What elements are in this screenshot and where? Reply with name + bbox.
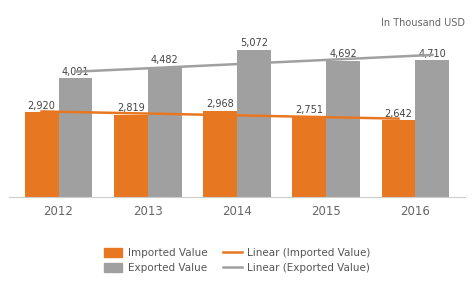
Text: 4,482: 4,482 (151, 55, 179, 65)
Text: 2,819: 2,819 (117, 103, 145, 114)
Text: 5,072: 5,072 (240, 38, 268, 48)
Bar (59, 78, 92, 197)
Bar (326, 61, 360, 197)
Text: 2,920: 2,920 (27, 101, 55, 111)
Text: 4,091: 4,091 (62, 67, 89, 77)
Text: 2,968: 2,968 (206, 99, 234, 109)
Text: 4,692: 4,692 (329, 49, 357, 59)
Bar (382, 120, 415, 197)
Bar (114, 115, 148, 197)
Bar (25, 112, 59, 197)
Text: 2,751: 2,751 (295, 105, 323, 115)
Text: 4,710: 4,710 (419, 49, 447, 59)
Text: In Thousand USD: In Thousand USD (381, 18, 465, 28)
Text: 2,642: 2,642 (384, 109, 412, 118)
Bar (237, 50, 271, 197)
Bar (292, 117, 326, 197)
Bar (203, 111, 237, 197)
Bar (148, 67, 182, 197)
Bar (415, 60, 449, 197)
Legend: Imported Value, Exported Value, Linear (Imported Value), Linear (Exported Value): Imported Value, Exported Value, Linear (… (100, 244, 374, 277)
